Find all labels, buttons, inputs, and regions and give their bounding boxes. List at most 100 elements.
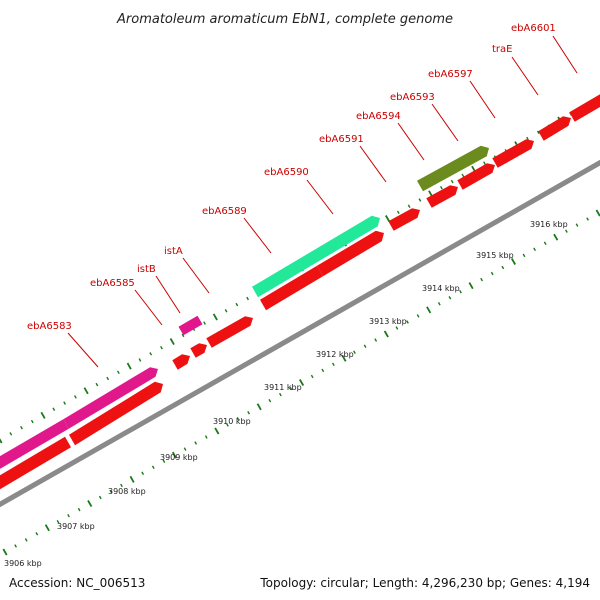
label-leader-line xyxy=(469,80,496,119)
minor-tick xyxy=(459,289,462,294)
minor-tick xyxy=(98,495,102,500)
insertion-element-a xyxy=(0,419,69,469)
minor-tick xyxy=(418,198,422,202)
gene-label: traE xyxy=(492,44,512,55)
minor-tick xyxy=(109,489,113,494)
kbp-tick-label: 3909 kbp xyxy=(160,453,198,462)
major-tick xyxy=(129,475,135,483)
gene-label: ebA6594 xyxy=(356,111,401,122)
minor-tick xyxy=(162,459,166,463)
minor-tick xyxy=(278,392,282,397)
minor-tick xyxy=(183,447,187,451)
minor-tick xyxy=(151,465,155,469)
minor-tick xyxy=(439,185,443,190)
minor-tick xyxy=(236,417,240,421)
minor-tick xyxy=(396,210,400,215)
genome-backbone xyxy=(0,159,600,508)
cds-feature xyxy=(388,208,420,231)
minor-tick xyxy=(374,338,378,342)
insertion-element-b xyxy=(63,367,158,429)
minor-tick xyxy=(160,345,163,350)
minor-tick xyxy=(138,358,142,362)
minor-tick xyxy=(501,265,505,270)
kbp-tick-label: 3910 kbp xyxy=(213,417,251,426)
major-tick xyxy=(0,438,3,444)
minor-tick xyxy=(353,350,356,354)
minor-tick xyxy=(67,513,70,518)
major-tick xyxy=(426,306,432,314)
minor-tick xyxy=(235,302,239,307)
minor-tick xyxy=(543,241,547,246)
minor-tick xyxy=(9,432,13,436)
major-tick xyxy=(341,354,347,362)
minor-tick xyxy=(437,302,441,306)
topology-label: Topology: circular; Length: 4,296,230 bp… xyxy=(260,576,590,590)
minor-tick xyxy=(331,362,335,367)
major-tick xyxy=(2,548,8,556)
minor-tick xyxy=(149,352,153,356)
kbp-tick-label: 3914 kbp xyxy=(422,284,460,293)
minor-tick xyxy=(526,136,529,141)
kbp-tick-label: 3911 kbp xyxy=(264,383,302,392)
minor-tick xyxy=(95,382,99,387)
minor-tick xyxy=(30,419,34,424)
minor-tick xyxy=(522,253,526,258)
minor-tick xyxy=(564,229,568,233)
minor-tick xyxy=(533,247,537,252)
minor-tick xyxy=(73,395,77,399)
kbp-tick-label: 3906 kbp xyxy=(4,559,42,568)
kbp-tick-label: 3916 kbp xyxy=(530,220,568,229)
minor-tick xyxy=(224,309,228,313)
major-tick xyxy=(44,524,50,532)
gene-label: ebA6591 xyxy=(319,134,364,145)
kbp-tick-label: 3912 kbp xyxy=(316,350,354,359)
label-leader-line xyxy=(155,275,181,314)
label-leader-line xyxy=(243,217,272,254)
label-leader-line xyxy=(552,35,578,74)
minor-tick xyxy=(289,386,293,391)
cds-feature xyxy=(0,436,71,490)
minor-tick xyxy=(63,401,67,405)
gene-label: ebA6585 xyxy=(90,278,135,289)
minor-tick xyxy=(406,320,409,324)
minor-tick xyxy=(407,204,411,208)
accession-label: Accession: NC_006513 xyxy=(9,576,146,590)
label-leader-line xyxy=(397,122,425,161)
minor-tick xyxy=(416,314,420,318)
gene-label: ebA6601 xyxy=(511,23,556,34)
gene-label: ebA6597 xyxy=(428,69,473,80)
cds-feature xyxy=(457,163,495,190)
major-tick xyxy=(383,330,389,338)
major-tick xyxy=(83,387,89,395)
minor-tick xyxy=(310,374,314,379)
major-tick xyxy=(468,282,474,290)
minor-tick xyxy=(536,130,540,135)
minor-tick xyxy=(586,217,590,221)
kbp-tick-label: 3908 kbp xyxy=(108,487,146,496)
cds-feature xyxy=(538,116,571,141)
minor-tick xyxy=(225,423,229,427)
minor-tick xyxy=(116,370,120,375)
major-tick xyxy=(169,338,175,346)
major-tick xyxy=(595,209,600,217)
minor-tick xyxy=(395,326,399,330)
green-gene-feature xyxy=(252,215,380,298)
major-tick xyxy=(510,257,516,265)
gene-label: ebA6593 xyxy=(390,92,435,103)
label-leader-line xyxy=(511,56,539,96)
inner-tick-track xyxy=(2,209,600,556)
kbp-scale: 3906 kbp 3907 kbp 3908 kbp 3909 kbp 3910 kbp… xyxy=(4,220,568,568)
gene-label: ebA6583 xyxy=(27,321,72,332)
cds-feature xyxy=(190,343,207,358)
label-leaders xyxy=(67,35,578,368)
label-leader-line xyxy=(67,332,99,368)
minor-tick xyxy=(490,271,494,276)
minor-tick xyxy=(247,411,251,415)
minor-tick xyxy=(448,296,452,300)
cds-feature xyxy=(172,354,190,370)
feature-track xyxy=(0,94,600,490)
major-tick xyxy=(553,233,559,241)
kbp-tick-label: 3907 kbp xyxy=(57,522,95,531)
minor-tick xyxy=(56,519,60,524)
